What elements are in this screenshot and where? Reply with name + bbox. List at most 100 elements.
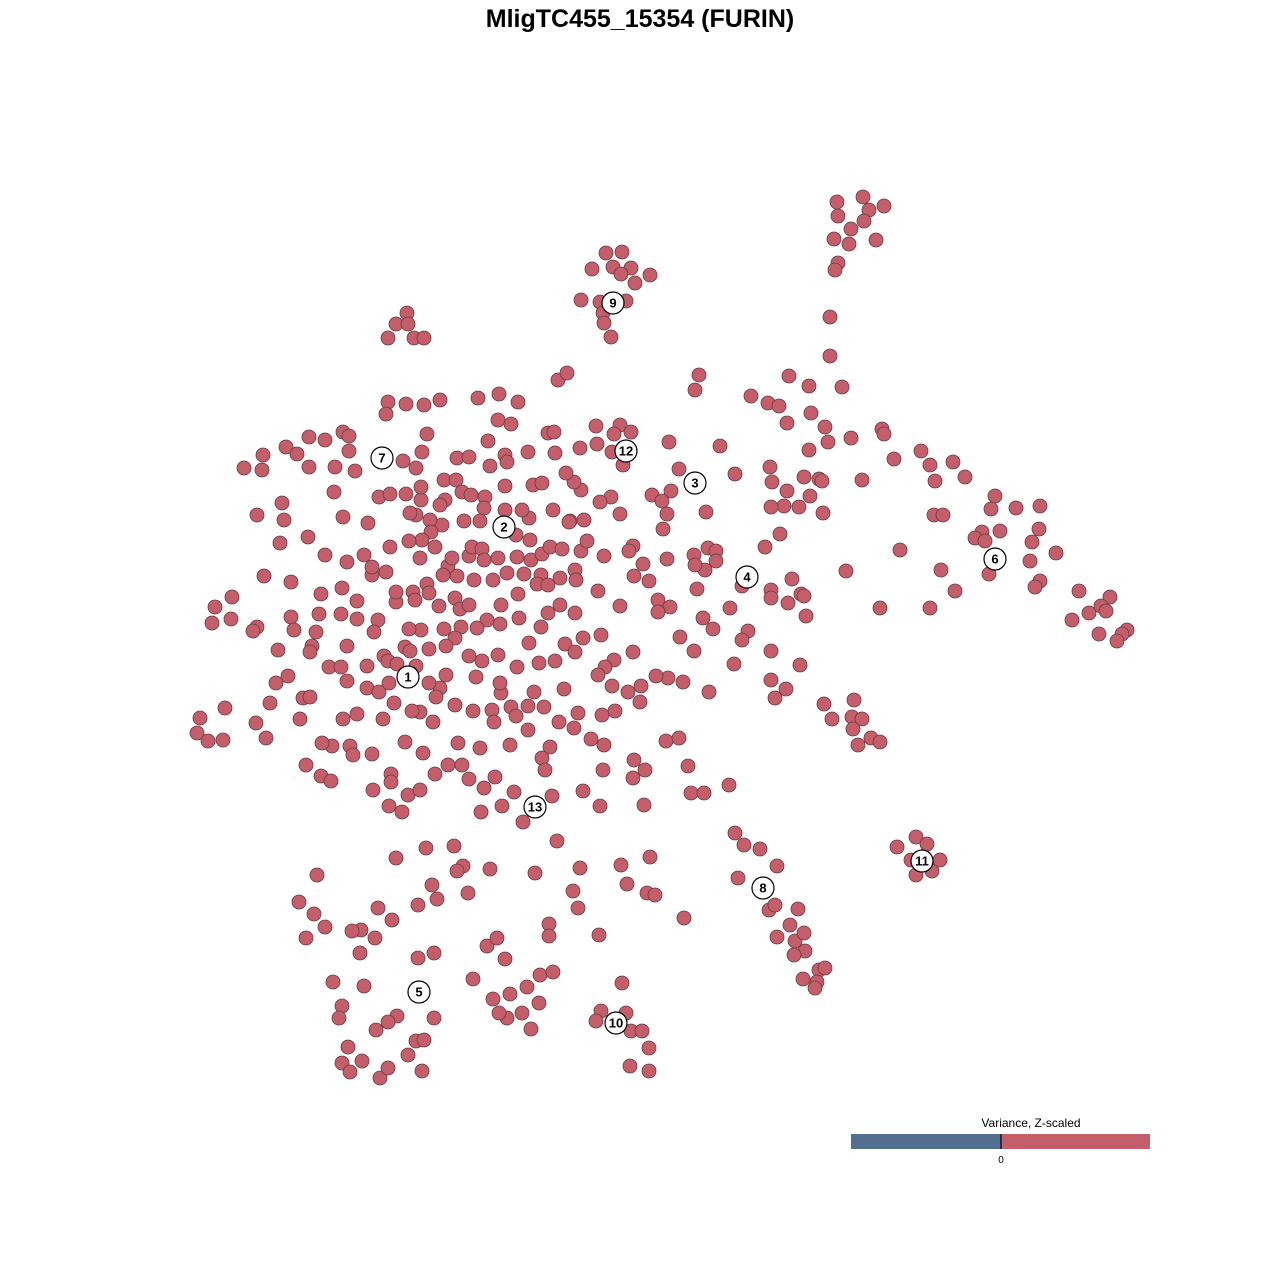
data-point <box>292 711 308 727</box>
data-point <box>696 785 712 801</box>
data-point <box>341 428 357 444</box>
data-point <box>416 330 432 346</box>
data-point <box>492 616 508 632</box>
data-point <box>626 752 642 768</box>
data-point <box>461 648 477 664</box>
data-point <box>752 841 768 857</box>
data-point <box>414 1063 430 1079</box>
data-point <box>429 891 445 907</box>
data-point <box>552 597 568 613</box>
data-point <box>622 1058 638 1074</box>
data-point <box>509 659 525 675</box>
data-point <box>727 825 743 841</box>
data-point <box>786 947 802 963</box>
data-point <box>632 694 648 710</box>
legend-title: Variance, Z-scaled <box>981 1116 1080 1130</box>
data-point <box>367 930 383 946</box>
data-point <box>472 513 488 529</box>
data-point <box>1032 498 1048 514</box>
data-point <box>856 213 872 229</box>
data-point <box>795 971 811 987</box>
data-point <box>428 689 444 705</box>
data-point <box>531 655 547 671</box>
chart-title: MligTC455_15354 (FURIN) <box>486 5 794 33</box>
data-point <box>278 439 294 455</box>
data-point <box>566 720 582 736</box>
data-point <box>540 577 556 593</box>
data-point <box>654 493 670 509</box>
data-point <box>676 910 692 926</box>
data-point <box>612 506 628 522</box>
data-point <box>465 971 481 987</box>
data-point <box>503 416 519 432</box>
colorbar-low <box>851 1134 1001 1149</box>
data-point <box>701 684 717 700</box>
data-point <box>382 486 398 502</box>
data-point <box>522 532 538 548</box>
data-point <box>584 261 600 277</box>
data-point <box>523 1021 539 1037</box>
data-point <box>573 292 589 308</box>
data-point <box>400 316 416 332</box>
data-point <box>515 814 531 830</box>
data-point <box>771 398 787 414</box>
data-point <box>641 573 657 589</box>
data-point <box>476 552 492 568</box>
data-point <box>258 730 274 746</box>
data-point <box>594 707 610 723</box>
data-point <box>872 734 888 750</box>
data-point <box>491 386 507 402</box>
cluster-label-text: 10 <box>609 1016 623 1031</box>
data-point <box>545 964 561 980</box>
data-point <box>300 529 316 545</box>
data-point <box>567 644 583 660</box>
data-point <box>262 695 278 711</box>
data-point <box>817 960 833 976</box>
data-point <box>497 951 513 967</box>
data-point <box>675 674 691 690</box>
data-point <box>604 678 620 694</box>
data-point <box>412 782 428 798</box>
data-point <box>933 562 949 578</box>
data-point <box>372 1070 388 1086</box>
data-point <box>570 900 586 916</box>
data-point <box>532 967 548 983</box>
data-point <box>317 547 333 563</box>
cluster-label: 3 <box>683 471 707 495</box>
data-point <box>769 858 785 874</box>
data-point <box>268 675 284 691</box>
data-point <box>796 925 812 941</box>
data-point <box>763 499 779 515</box>
data-point <box>686 643 702 659</box>
data-point <box>642 849 658 865</box>
data-point <box>502 737 518 753</box>
data-point <box>598 245 614 261</box>
data-point <box>769 929 785 945</box>
data-point <box>826 231 842 247</box>
data-point <box>583 731 599 747</box>
data-point <box>473 804 489 820</box>
data-point <box>1064 612 1080 628</box>
data-point <box>398 396 414 412</box>
data-point <box>533 619 549 635</box>
data-point <box>708 553 724 569</box>
data-point <box>480 433 496 449</box>
data-point <box>551 714 567 730</box>
data-point <box>830 208 846 224</box>
data-point <box>416 1032 432 1048</box>
data-point <box>349 593 365 609</box>
data-point <box>815 505 831 521</box>
data-point <box>596 548 612 564</box>
data-point <box>421 585 437 601</box>
data-point <box>568 572 584 588</box>
data-point <box>438 638 454 654</box>
data-point <box>552 570 568 586</box>
data-point <box>450 735 466 751</box>
data-point <box>461 449 477 465</box>
data-point <box>663 483 679 499</box>
data-point <box>698 504 714 520</box>
data-point <box>311 606 327 622</box>
cluster-label: 8 <box>751 876 775 900</box>
data-point <box>456 513 472 529</box>
